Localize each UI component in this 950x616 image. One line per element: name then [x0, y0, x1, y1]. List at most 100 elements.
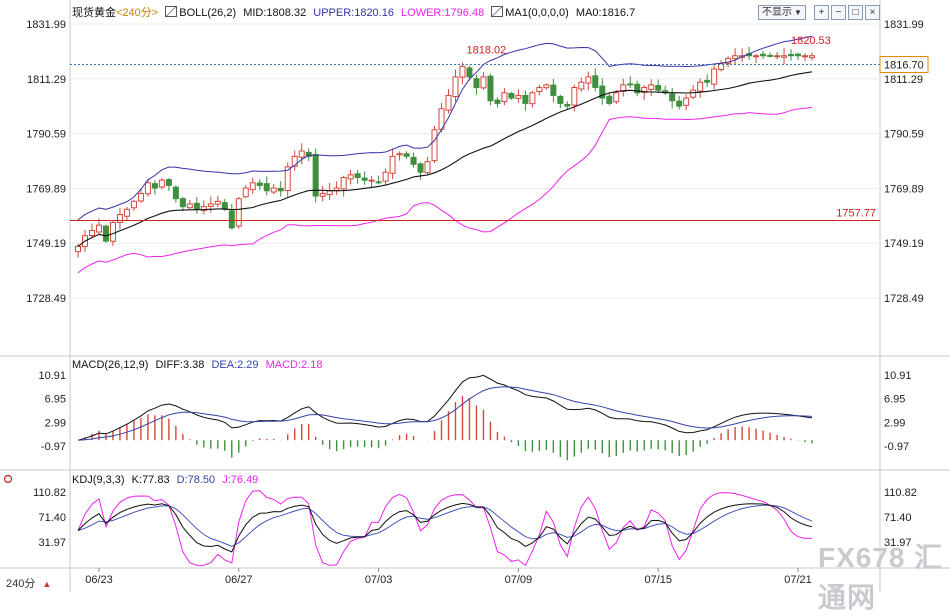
candle-down [403, 153, 410, 157]
candle-up [571, 87, 578, 106]
candle-up [284, 166, 291, 192]
candle-up [774, 55, 781, 58]
hide-indicator-dropdown[interactable]: 不显示 ▼ [758, 5, 806, 20]
candle-up [88, 229, 95, 237]
candle-up [242, 187, 249, 198]
candle-up [249, 182, 256, 191]
kdj-label: KDJ(9,3,3) [72, 474, 125, 486]
candle-up [382, 171, 389, 182]
candle-down [487, 75, 494, 102]
candle-up [116, 214, 123, 223]
price-tick-left: 1749.19 [26, 238, 66, 250]
ma0-value: MA0:1816.7 [575, 7, 636, 19]
close-icon: × [869, 7, 876, 18]
kdj-tick-left: 31.97 [38, 537, 66, 549]
macd-panel [77, 374, 813, 461]
candle-up [235, 198, 242, 227]
candle-down [669, 93, 676, 102]
candle-up [501, 92, 508, 103]
hide-label: 不显示 [762, 7, 793, 18]
ma-toggle-icon[interactable] [491, 6, 504, 17]
kdj-d-line [77, 504, 813, 547]
recent-high-label: 1820.53 [791, 35, 831, 47]
candle-up [396, 153, 403, 156]
swing-high-label: 1818.02 [466, 45, 506, 57]
candle-down [767, 54, 774, 57]
minus-icon: − [835, 7, 842, 18]
candle-up [445, 94, 452, 111]
x-tick-label: 06/27 [225, 574, 253, 586]
candle-down [473, 78, 480, 89]
candle-up [368, 179, 375, 182]
candle-up [683, 97, 690, 106]
gridlines [70, 23, 880, 299]
candle-up [536, 87, 543, 92]
kdj-j: J:76.49 [222, 474, 259, 486]
chevron-up-icon: ▲ [42, 579, 52, 589]
kdj-tick-right: 71.40 [884, 512, 912, 524]
add-panel-button[interactable]: + [814, 5, 829, 20]
candle-down [634, 83, 641, 94]
boll-mid-line [77, 71, 813, 247]
kdj-tick-right: 31.97 [884, 537, 912, 549]
price-tick-right: 1769.89 [884, 183, 924, 195]
candle-down [417, 163, 424, 173]
candle-up [620, 84, 627, 92]
watermark-logo: FX678 汇通网 [818, 542, 944, 613]
candle-down [354, 173, 361, 179]
candle-up [718, 63, 725, 71]
candle-down [606, 95, 613, 104]
candle-up [424, 161, 431, 174]
candle-down [564, 103, 571, 107]
candle-up [543, 84, 550, 89]
x-tick-label: 07/03 [365, 574, 393, 586]
price-panel: 1757.77 1816.70 1818.02 1820.53 [70, 35, 929, 274]
indicator-settings-icon[interactable] [3, 474, 13, 484]
price-legend: 现货黄金<240分> BOLL(26,2) MID:1808.32 UPPER:… [72, 6, 639, 20]
candle-down [494, 99, 501, 104]
candle-up [130, 200, 137, 209]
candle-up [137, 192, 144, 202]
candle-down [795, 53, 802, 57]
macd-tick-right: 2.99 [884, 417, 905, 429]
candle-up [515, 94, 522, 99]
candle-up [389, 155, 396, 174]
maximize-button[interactable]: □ [848, 5, 863, 20]
candle-up [529, 92, 536, 105]
boll-upper-line [77, 35, 813, 221]
price-tick-right: 1749.19 [884, 238, 924, 250]
macd-legend: MACD(26,12,9) DIFF:3.38 DEA:2.29 MACD:2.… [72, 358, 326, 372]
candle-up [123, 208, 130, 217]
candle-up [158, 179, 165, 188]
support-label: 1757.77 [836, 207, 876, 219]
remove-panel-button[interactable]: − [831, 5, 846, 20]
x-tick-label: 07/21 [784, 574, 812, 586]
kdj-panel [77, 490, 813, 567]
candle-up [270, 187, 277, 193]
maximize-icon: □ [852, 7, 859, 18]
macd-diff-line [77, 374, 813, 441]
candle-down [312, 153, 319, 197]
candle-up [95, 224, 102, 233]
candle-down [599, 85, 606, 99]
candle-down [704, 79, 711, 83]
period-selector[interactable]: 240分 ▲ [6, 575, 51, 591]
candle-down [557, 95, 564, 104]
candle-up [144, 182, 151, 195]
kdj-tick-left: 110.82 [33, 487, 66, 499]
candle-down [760, 53, 767, 57]
macd-tick-right: 6.95 [884, 394, 905, 406]
candle-up [613, 92, 620, 103]
candle-up [690, 89, 697, 98]
close-button[interactable]: × [865, 5, 880, 20]
price-tick-left: 1769.89 [26, 183, 66, 195]
period-label: <240分> [116, 7, 159, 19]
candle-up [697, 81, 704, 92]
boll-lower: LOWER:1796.48 [401, 7, 485, 19]
candle-up [326, 190, 333, 195]
boll-toggle-icon[interactable] [165, 6, 178, 17]
price-tick-right: 1790.59 [884, 129, 924, 141]
candle-down [466, 67, 473, 78]
chevron-down-icon: ▼ [794, 8, 802, 17]
